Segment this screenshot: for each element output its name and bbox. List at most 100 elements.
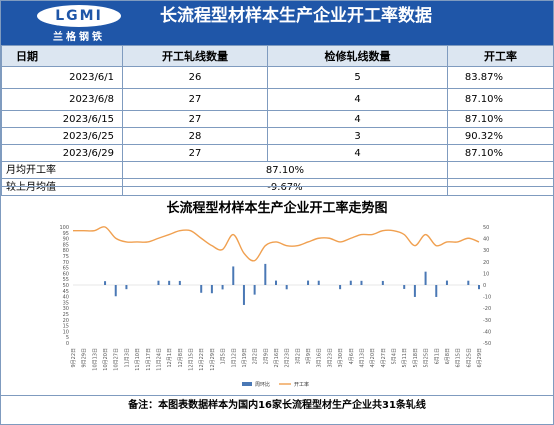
- left-axis-tick-label: 35: [63, 300, 69, 306]
- x-axis-tick-label: 3月16日: [317, 348, 323, 368]
- x-axis-tick-label: 10月27日: [114, 348, 120, 371]
- right-axis-tick-label: 20: [483, 260, 489, 266]
- x-axis-tick-label: 6月8日: [445, 348, 451, 364]
- left-axis-tick-label: 60: [63, 271, 69, 277]
- left-axis-tick-label: 20: [63, 318, 69, 324]
- x-axis-tick-label: 10月13日: [92, 348, 98, 371]
- x-axis-tick-label: 5月4日: [392, 348, 398, 364]
- left-axis-tick-label: 50: [63, 283, 69, 289]
- x-axis-tick-label: 11月24日: [156, 348, 162, 371]
- left-axis-tick-label: 5: [66, 335, 69, 341]
- x-axis-tick-label: 3月2日: [295, 348, 301, 364]
- x-axis-tick-label: 1月19日: [242, 348, 248, 368]
- x-axis-tick-label: 10月20日: [103, 348, 109, 371]
- wow-bar: [232, 266, 235, 285]
- vs-last-month-row: 较上月均值 -9.67%: [1, 178, 553, 196]
- left-axis-tick-label: 65: [63, 266, 69, 272]
- right-axis-tick-label: 40: [483, 237, 489, 243]
- x-axis-tick-label: 4月27日: [381, 348, 387, 368]
- wow-bar: [125, 285, 128, 290]
- footer-note: 备注：本图表数据样本为国内16家长流程型材生产企业共31条轧线: [1, 395, 553, 424]
- column-header-maintenance-lines: 检修轧线数量: [267, 45, 448, 67]
- x-axis-tick-label: 2月23日: [285, 348, 291, 368]
- left-axis-tick-label: 70: [63, 260, 69, 266]
- chart-area: [1, 186, 553, 395]
- wow-bar: [210, 285, 213, 294]
- x-axis-tick-label: 12月1日: [167, 348, 173, 368]
- wow-bar: [360, 280, 363, 285]
- right-axis-tick-label: -10: [483, 295, 491, 301]
- wow-bar: [467, 280, 470, 285]
- chart-title: 长流程型材样本生产企业开工率走势图: [166, 201, 388, 216]
- page-title: 长流程型材样本生产企业开工率数据: [160, 6, 432, 26]
- wow-bar: [435, 285, 438, 297]
- right-axis-tick-label: -50: [483, 341, 491, 347]
- right-axis-tick-label: -20: [483, 306, 491, 312]
- left-axis-tick-label: 0: [66, 341, 69, 347]
- left-axis-tick-label: 80: [63, 248, 69, 254]
- left-axis-tick-label: 55: [63, 277, 69, 283]
- wow-bar: [104, 281, 107, 285]
- legend-label: 周环比: [255, 381, 270, 388]
- x-axis-tick-label: 12月15日: [189, 348, 195, 371]
- table-row: 2023/6/8 27 4 87.10%: [1, 88, 553, 111]
- x-axis-tick-label: 6月29日: [477, 348, 483, 368]
- x-axis-tick-label: 1月5日: [221, 348, 227, 364]
- wow-bar: [253, 285, 256, 295]
- table-row: 2023/6/29 27 4 87.10%: [1, 144, 553, 162]
- x-axis-tick-label: 12月22日: [199, 348, 205, 371]
- right-axis-tick-label: -30: [483, 318, 491, 324]
- x-axis-tick-label: 2月16日: [274, 348, 280, 368]
- x-axis-tick-label: 12月8日: [178, 348, 184, 368]
- x-axis-tick-label: 11月10日: [135, 348, 141, 371]
- logo-subtext: 兰格钢铁: [53, 32, 105, 43]
- right-axis-tick-label: 0: [483, 283, 486, 289]
- x-axis-tick-label: 12月29日: [210, 348, 216, 371]
- left-axis-tick-label: 45: [63, 289, 69, 295]
- wow-bar: [242, 285, 245, 305]
- x-axis-tick-label: 3月9日: [306, 348, 312, 364]
- x-axis-tick-label: 9月29日: [82, 348, 88, 368]
- column-header-utilization: 开工率: [447, 45, 553, 67]
- column-header-running-lines: 开工轧线数量: [122, 45, 268, 67]
- x-axis-tick-label: 6月25日: [466, 348, 472, 368]
- legend-label: 开工率: [294, 381, 309, 388]
- x-axis-tick-label: 2月9日: [263, 348, 269, 364]
- empty-cell: [447, 178, 553, 196]
- wow-bar: [168, 280, 171, 285]
- wow-bar: [339, 285, 342, 290]
- x-axis-tick-label: 11月3日: [124, 348, 130, 368]
- table-row: 2023/6/15 27 4 87.10%: [1, 110, 553, 128]
- x-axis-tick-label: 4月13日: [359, 348, 365, 368]
- legend-bar-swatch: [242, 382, 252, 386]
- x-axis-tick-label: 1月12日: [231, 348, 237, 368]
- x-axis-tick-label: 5月11日: [402, 348, 408, 368]
- wow-bar: [424, 271, 427, 285]
- right-axis-tick-label: 50: [483, 225, 489, 231]
- left-axis-tick-label: 40: [63, 295, 69, 301]
- right-axis-tick-label: 30: [483, 248, 489, 254]
- wow-bar: [317, 280, 320, 285]
- wow-bar: [413, 285, 416, 297]
- x-axis-tick-label: 2月2日: [253, 348, 259, 364]
- right-axis-tick-label: -40: [483, 329, 491, 335]
- left-axis-tick-label: 95: [63, 231, 69, 237]
- wow-bar: [114, 285, 117, 297]
- wow-bar: [178, 280, 181, 285]
- left-axis-tick-label: 100: [59, 225, 69, 231]
- x-axis-tick-label: 6月1日: [434, 348, 440, 364]
- table-header-row: 日期 开工轧线数量 检修轧线数量 开工率: [1, 45, 553, 67]
- lgmi-logo: LGMI 兰格钢铁: [37, 5, 121, 43]
- wow-bar: [307, 280, 310, 285]
- wow-bar: [275, 280, 277, 285]
- wow-bar: [264, 263, 267, 285]
- header-bar: LGMI 兰格钢铁 长流程型材样本生产企业开工率数据: [1, 1, 553, 45]
- left-axis-tick-label: 90: [63, 237, 69, 243]
- x-axis-tick-label: 5月25日: [424, 348, 430, 368]
- x-axis-tick-label: 4月6日: [349, 348, 355, 364]
- x-axis-tick-label: 5月18日: [413, 348, 419, 368]
- column-header-date: 日期: [1, 45, 123, 67]
- wow-bar: [445, 280, 448, 285]
